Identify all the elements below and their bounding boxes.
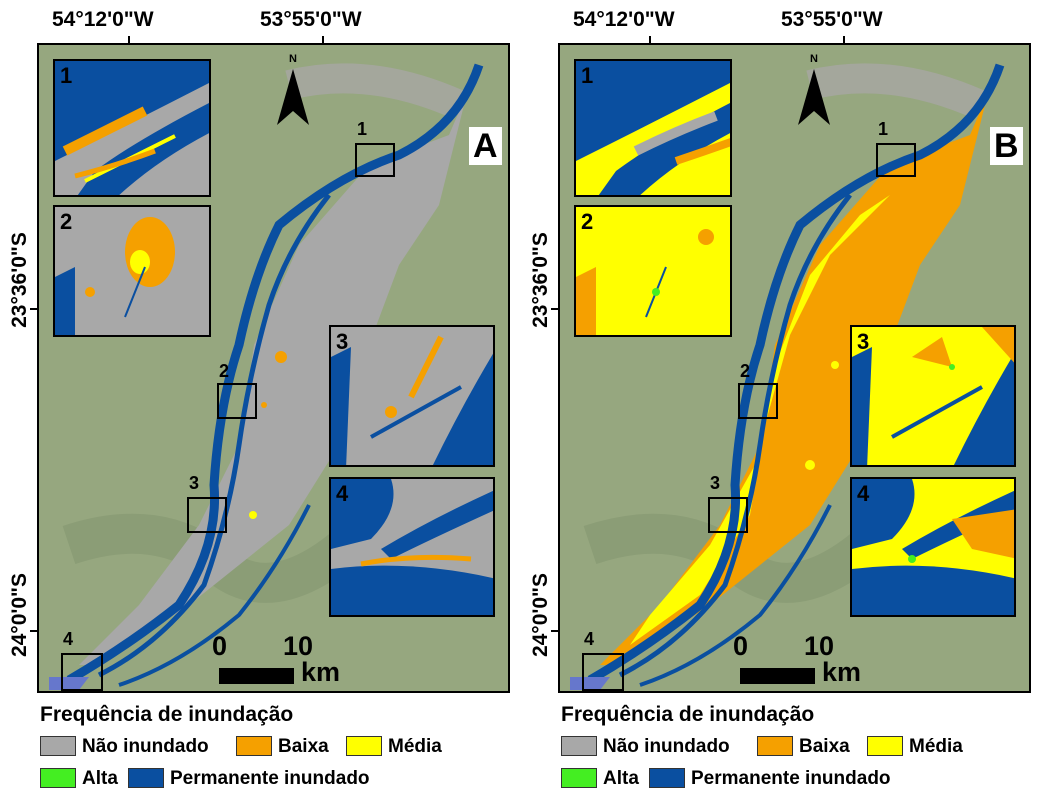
legend-swatch-nao-inundado: [561, 736, 597, 756]
legend-title: Frequência de inundação: [561, 703, 815, 726]
zoom-label-2: 2: [740, 361, 751, 381]
legend-label-permanente: Permanente inundado: [691, 768, 891, 789]
zoom-box-2: [738, 383, 778, 419]
legend-swatch-permanente: [649, 768, 685, 788]
legend-swatch-media: [346, 736, 382, 756]
zoom-box-3: [708, 497, 748, 533]
map-panel-b: 54°12'0"W 53°55'0"W 23°36'0"S 24°0'0"S: [521, 0, 1041, 800]
inset-2: 2: [53, 205, 211, 337]
zoom-box-2: [217, 383, 257, 419]
panel-letter: B: [990, 127, 1023, 165]
latitude-label-south: 24°0'0"S: [529, 572, 552, 658]
inset-label: 3: [857, 329, 870, 354]
zoom-label-1: 1: [357, 119, 368, 139]
inset-3: 3: [329, 325, 495, 467]
longitude-label-west: 54°12'0"W: [52, 8, 154, 31]
longitude-label-west: 54°12'0"W: [573, 8, 675, 31]
zoom-label-2: 2: [219, 361, 230, 381]
inset-label: 4: [336, 481, 349, 506]
panel-letter: A: [469, 127, 502, 165]
inset-label: 1: [581, 63, 594, 88]
legend-label-nao-inundado: Não inundado: [82, 736, 209, 757]
north-label: N: [810, 53, 818, 65]
inset-label: 2: [60, 209, 73, 234]
inset-label: 3: [336, 329, 349, 354]
zoom-box-1: [876, 143, 916, 177]
scale-unit: km: [301, 657, 341, 687]
scale-ten: 10: [804, 631, 835, 661]
inset-4: 4: [850, 477, 1016, 617]
zoom-label-1: 1: [878, 119, 889, 139]
legend-label-alta: Alta: [603, 768, 639, 789]
scale-zero: 0: [733, 631, 749, 661]
zoom-label-3: 3: [710, 473, 721, 493]
tick: [843, 36, 845, 44]
tick: [30, 308, 38, 310]
legend-label-baixa: Baixa: [799, 736, 850, 757]
zoom-label-3: 3: [189, 473, 200, 493]
legend-label-permanente: Permanente inundado: [170, 768, 370, 789]
tick: [649, 36, 651, 44]
legend-title: Frequência de inundação: [40, 703, 294, 726]
longitude-label-east: 53°55'0"W: [781, 8, 883, 31]
inset-1: 1: [53, 59, 211, 197]
map-panel-a: 54°12'0"W 53°55'0"W 23°36'0"S 24°0'0"S: [0, 0, 520, 800]
inset-label: 1: [60, 63, 73, 88]
scale-ten: 10: [283, 631, 314, 661]
longitude-label-east: 53°55'0"W: [260, 8, 362, 31]
scale-unit: km: [822, 657, 862, 687]
map-frame: 1 2 3: [37, 43, 510, 693]
scale-bar: [219, 668, 294, 684]
inset-4: 4: [329, 477, 495, 617]
tick: [551, 630, 559, 632]
legend-label-baixa: Baixa: [278, 736, 329, 757]
inset-2: 2: [574, 205, 732, 337]
zoom-label-4: 4: [63, 629, 74, 649]
zoom-box-4: [582, 653, 624, 691]
legend-swatch-permanente: [128, 768, 164, 788]
legend-label-media: Média: [388, 736, 442, 757]
legend-label-alta: Alta: [82, 768, 118, 789]
inset-label: 2: [581, 209, 594, 234]
zoom-label-4: 4: [584, 629, 595, 649]
legend-swatch-baixa: [757, 736, 793, 756]
north-arrow-icon: N: [796, 53, 832, 132]
scale-bar: [740, 668, 815, 684]
latitude-label-north: 23°36'0"S: [529, 232, 552, 328]
inset-1: 1: [574, 59, 732, 197]
scale-zero: 0: [212, 631, 228, 661]
zoom-box-1: [355, 143, 395, 177]
legend-swatch-media: [867, 736, 903, 756]
tick: [128, 36, 130, 44]
tick: [30, 630, 38, 632]
legend-label-media: Média: [909, 736, 963, 757]
latitude-label-south: 24°0'0"S: [8, 572, 31, 658]
legend-label-nao-inundado: Não inundado: [603, 736, 730, 757]
north-label: N: [289, 53, 297, 65]
legend-swatch-nao-inundado: [40, 736, 76, 756]
map-frame: 1 2 3: [558, 43, 1031, 693]
zoom-box-4: [61, 653, 103, 691]
legend-swatch-alta: [561, 768, 597, 788]
tick: [322, 36, 324, 44]
legend-swatch-baixa: [236, 736, 272, 756]
latitude-label-north: 23°36'0"S: [8, 232, 31, 328]
tick: [551, 308, 559, 310]
north-arrow-icon: N: [275, 53, 311, 132]
inset-3: 3: [850, 325, 1016, 467]
zoom-box-3: [187, 497, 227, 533]
legend-swatch-alta: [40, 768, 76, 788]
inset-label: 4: [857, 481, 870, 506]
